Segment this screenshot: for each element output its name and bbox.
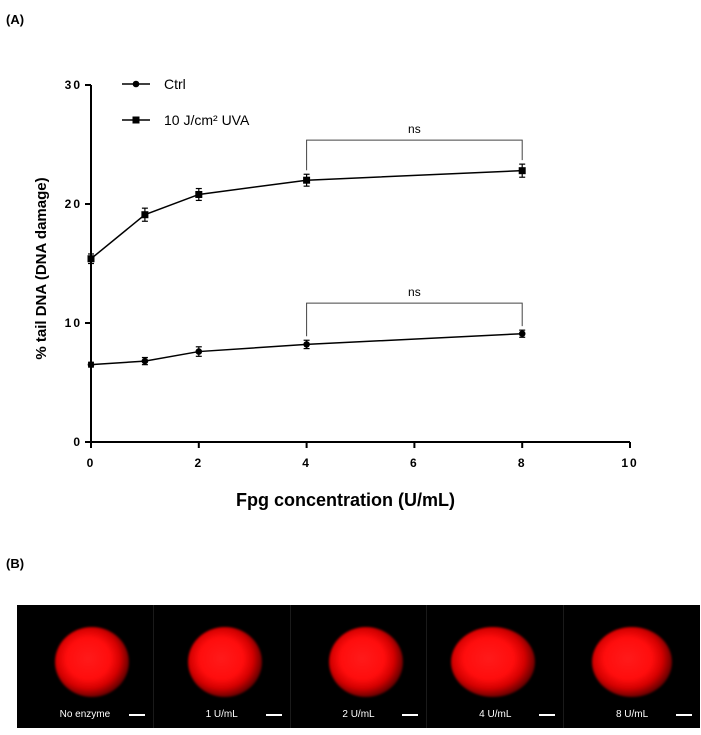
comet-image	[187, 627, 262, 697]
comet-image-strip: No enzyme 1 U/mL 2 U/mL 4 U/mL 8 U/mL	[17, 605, 700, 728]
comet-panel-no-enzyme: No enzyme	[17, 605, 154, 728]
legend-label: 10 J/cm² UVA	[164, 112, 250, 128]
comet-image	[55, 627, 129, 697]
comet-panel-2-u-ml: 2 U/mL	[290, 605, 428, 728]
data-point	[195, 348, 203, 355]
panel-a-label: (A)	[6, 12, 25, 27]
significance-bracket	[306, 302, 523, 337]
comet-caption: No enzyme	[59, 709, 111, 720]
significance-label: ns	[408, 122, 421, 136]
comet-panel-1-u-ml: 1 U/mL	[153, 605, 291, 728]
y-tick-label: 10	[65, 316, 82, 330]
comet-image	[328, 627, 403, 697]
x-tick-label: 2	[194, 456, 203, 470]
x-tick-label: 8	[518, 456, 527, 470]
x-tick-label: 0	[87, 456, 96, 470]
comet-caption: 4 U/mL	[479, 709, 512, 720]
x-tick-label: 4	[302, 456, 311, 470]
line-chart: 0 10 20 30 0 2 4 6 8 10 Fpg concentration (U/mL) % …	[33, 76, 638, 510]
data-point	[518, 330, 526, 338]
significance-label: ns	[408, 285, 421, 299]
comet-image	[592, 627, 673, 697]
data-point	[141, 357, 149, 365]
panel-b-label: (B)	[6, 556, 25, 571]
data-point	[303, 176, 311, 184]
x-tick-label: 10	[621, 456, 638, 470]
scale-bar	[675, 714, 692, 716]
comet-caption: 1 U/mL	[205, 709, 238, 720]
significance-bracket	[306, 139, 523, 171]
legend-marker	[132, 116, 140, 124]
scale-bar	[128, 714, 145, 716]
data-point	[303, 341, 310, 348]
x-axis-label: Fpg concentration (U/mL)	[236, 490, 455, 510]
scale-bar	[402, 714, 419, 716]
data-point	[141, 211, 149, 219]
data-point	[518, 167, 526, 175]
y-axis-label: % tail DNA (DNA damage)	[33, 177, 50, 359]
scale-bar	[265, 714, 282, 716]
data-point	[195, 190, 203, 198]
comet-caption: 2 U/mL	[342, 709, 375, 720]
scale-bar	[539, 714, 556, 716]
comet-caption: 8 U/mL	[615, 709, 649, 720]
data-point	[87, 361, 95, 368]
comet-panel-4-u-ml: 4 U/mL	[427, 605, 565, 728]
legend-label: Ctrl	[164, 76, 186, 92]
y-tick-label: 20	[65, 197, 82, 211]
y-tick-label: 30	[65, 78, 82, 92]
comet-image	[451, 627, 536, 697]
comet-panel-8-u-ml: 8 U/mL	[564, 605, 700, 728]
legend-marker	[132, 80, 140, 88]
x-tick-label: 6	[410, 456, 419, 470]
y-tick-label: 0	[73, 435, 82, 449]
data-point	[87, 255, 95, 263]
